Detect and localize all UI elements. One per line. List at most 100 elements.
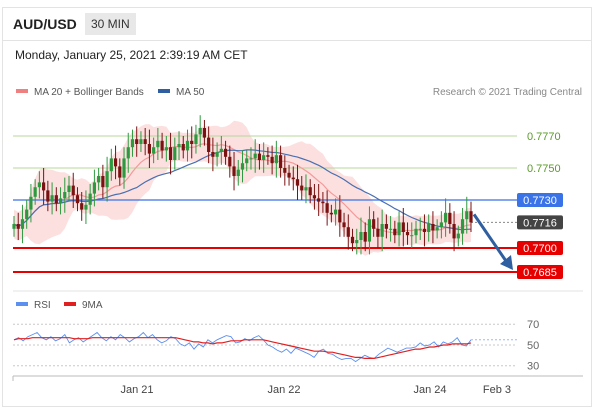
candle [16, 224, 20, 229]
candle [168, 147, 173, 160]
candle [414, 228, 418, 236]
legend-ma50-swatch [158, 89, 170, 93]
time-tick-label: Jan 21 [120, 384, 153, 396]
candle [240, 163, 245, 170]
candle [444, 212, 448, 223]
candle [308, 187, 312, 196]
pivot-label: 0.7730 [523, 195, 557, 207]
candle [50, 195, 54, 202]
candle [266, 155, 270, 157]
candle [130, 139, 135, 148]
candle [422, 228, 427, 232]
support-label: 0.7700 [523, 243, 557, 255]
candle [228, 156, 232, 167]
candle [42, 182, 46, 191]
candle [329, 212, 333, 215]
candle [249, 158, 253, 160]
projection-arrow-line [472, 213, 508, 262]
candle [147, 144, 152, 154]
candle [359, 232, 363, 240]
current-price-badge [517, 215, 563, 230]
candle [194, 134, 198, 144]
candle [202, 128, 207, 138]
candle [465, 211, 469, 220]
candle [304, 187, 308, 191]
candle [405, 232, 410, 236]
candle [232, 166, 236, 176]
candle [418, 228, 422, 230]
candle [113, 158, 118, 167]
candle [143, 139, 147, 144]
candle [118, 166, 122, 178]
rsi-line [13, 331, 472, 363]
candle [253, 153, 257, 159]
candle [177, 144, 181, 148]
candle [33, 187, 37, 197]
symbol-title: AUD/USD [13, 16, 77, 32]
time-tick-label: Jan 22 [267, 384, 300, 396]
candle [164, 147, 168, 151]
candle [139, 139, 143, 144]
time-tick-label: Jan 24 [413, 384, 446, 396]
resistance-label: 0.7770 [527, 131, 561, 143]
candle [185, 140, 190, 151]
candle [223, 148, 228, 157]
candle [63, 192, 67, 199]
candle [291, 177, 295, 180]
candle [262, 155, 266, 160]
candle [12, 224, 16, 229]
rsi-tick-label: 70 [527, 319, 539, 331]
candle [88, 193, 92, 205]
candle [20, 219, 25, 229]
candle [105, 171, 109, 188]
candle [215, 152, 219, 157]
attribution: Research © 2021 Trading Central [433, 87, 582, 98]
timestamp: Monday, January 25, 2021 2:39:19 AM CET [15, 48, 248, 62]
candle [380, 224, 384, 237]
header-divider [3, 40, 591, 41]
candle [448, 212, 452, 224]
candle [389, 228, 393, 230]
projection-arrow-head [500, 255, 513, 270]
candle [80, 203, 84, 210]
candle [274, 155, 278, 164]
legend-ma20-label: MA 20 + Bollinger Bands [34, 87, 144, 98]
candle [401, 222, 405, 232]
candle [67, 185, 71, 192]
candle [190, 140, 194, 144]
candle [342, 222, 346, 228]
candle [393, 228, 397, 236]
candle [25, 209, 29, 220]
candle [54, 195, 58, 204]
candle [338, 209, 342, 223]
candle [257, 153, 262, 160]
candle [75, 195, 80, 204]
candle [439, 222, 443, 228]
candle [333, 209, 338, 215]
support-badge [517, 265, 563, 279]
candle [456, 233, 460, 239]
candle [367, 219, 372, 242]
current-price-label: 0.7716 [523, 217, 557, 229]
candle [160, 140, 164, 151]
chart-header: AUD/USD 30 MIN [3, 8, 591, 39]
candle [181, 144, 185, 151]
candle [312, 195, 317, 199]
timeframe-button[interactable]: 30 MIN [85, 13, 136, 35]
legend-ma20-swatch [16, 89, 28, 93]
candle [207, 137, 211, 152]
candle [452, 224, 456, 239]
candle [173, 147, 177, 160]
candle [431, 224, 435, 231]
candle [469, 211, 473, 223]
candle [156, 140, 160, 148]
candle [384, 224, 388, 229]
candle [58, 198, 63, 204]
candle [350, 236, 355, 244]
candle [321, 201, 325, 204]
candle [97, 176, 101, 183]
pivot-badge [517, 193, 563, 207]
candle [198, 128, 202, 135]
candle [37, 182, 41, 188]
